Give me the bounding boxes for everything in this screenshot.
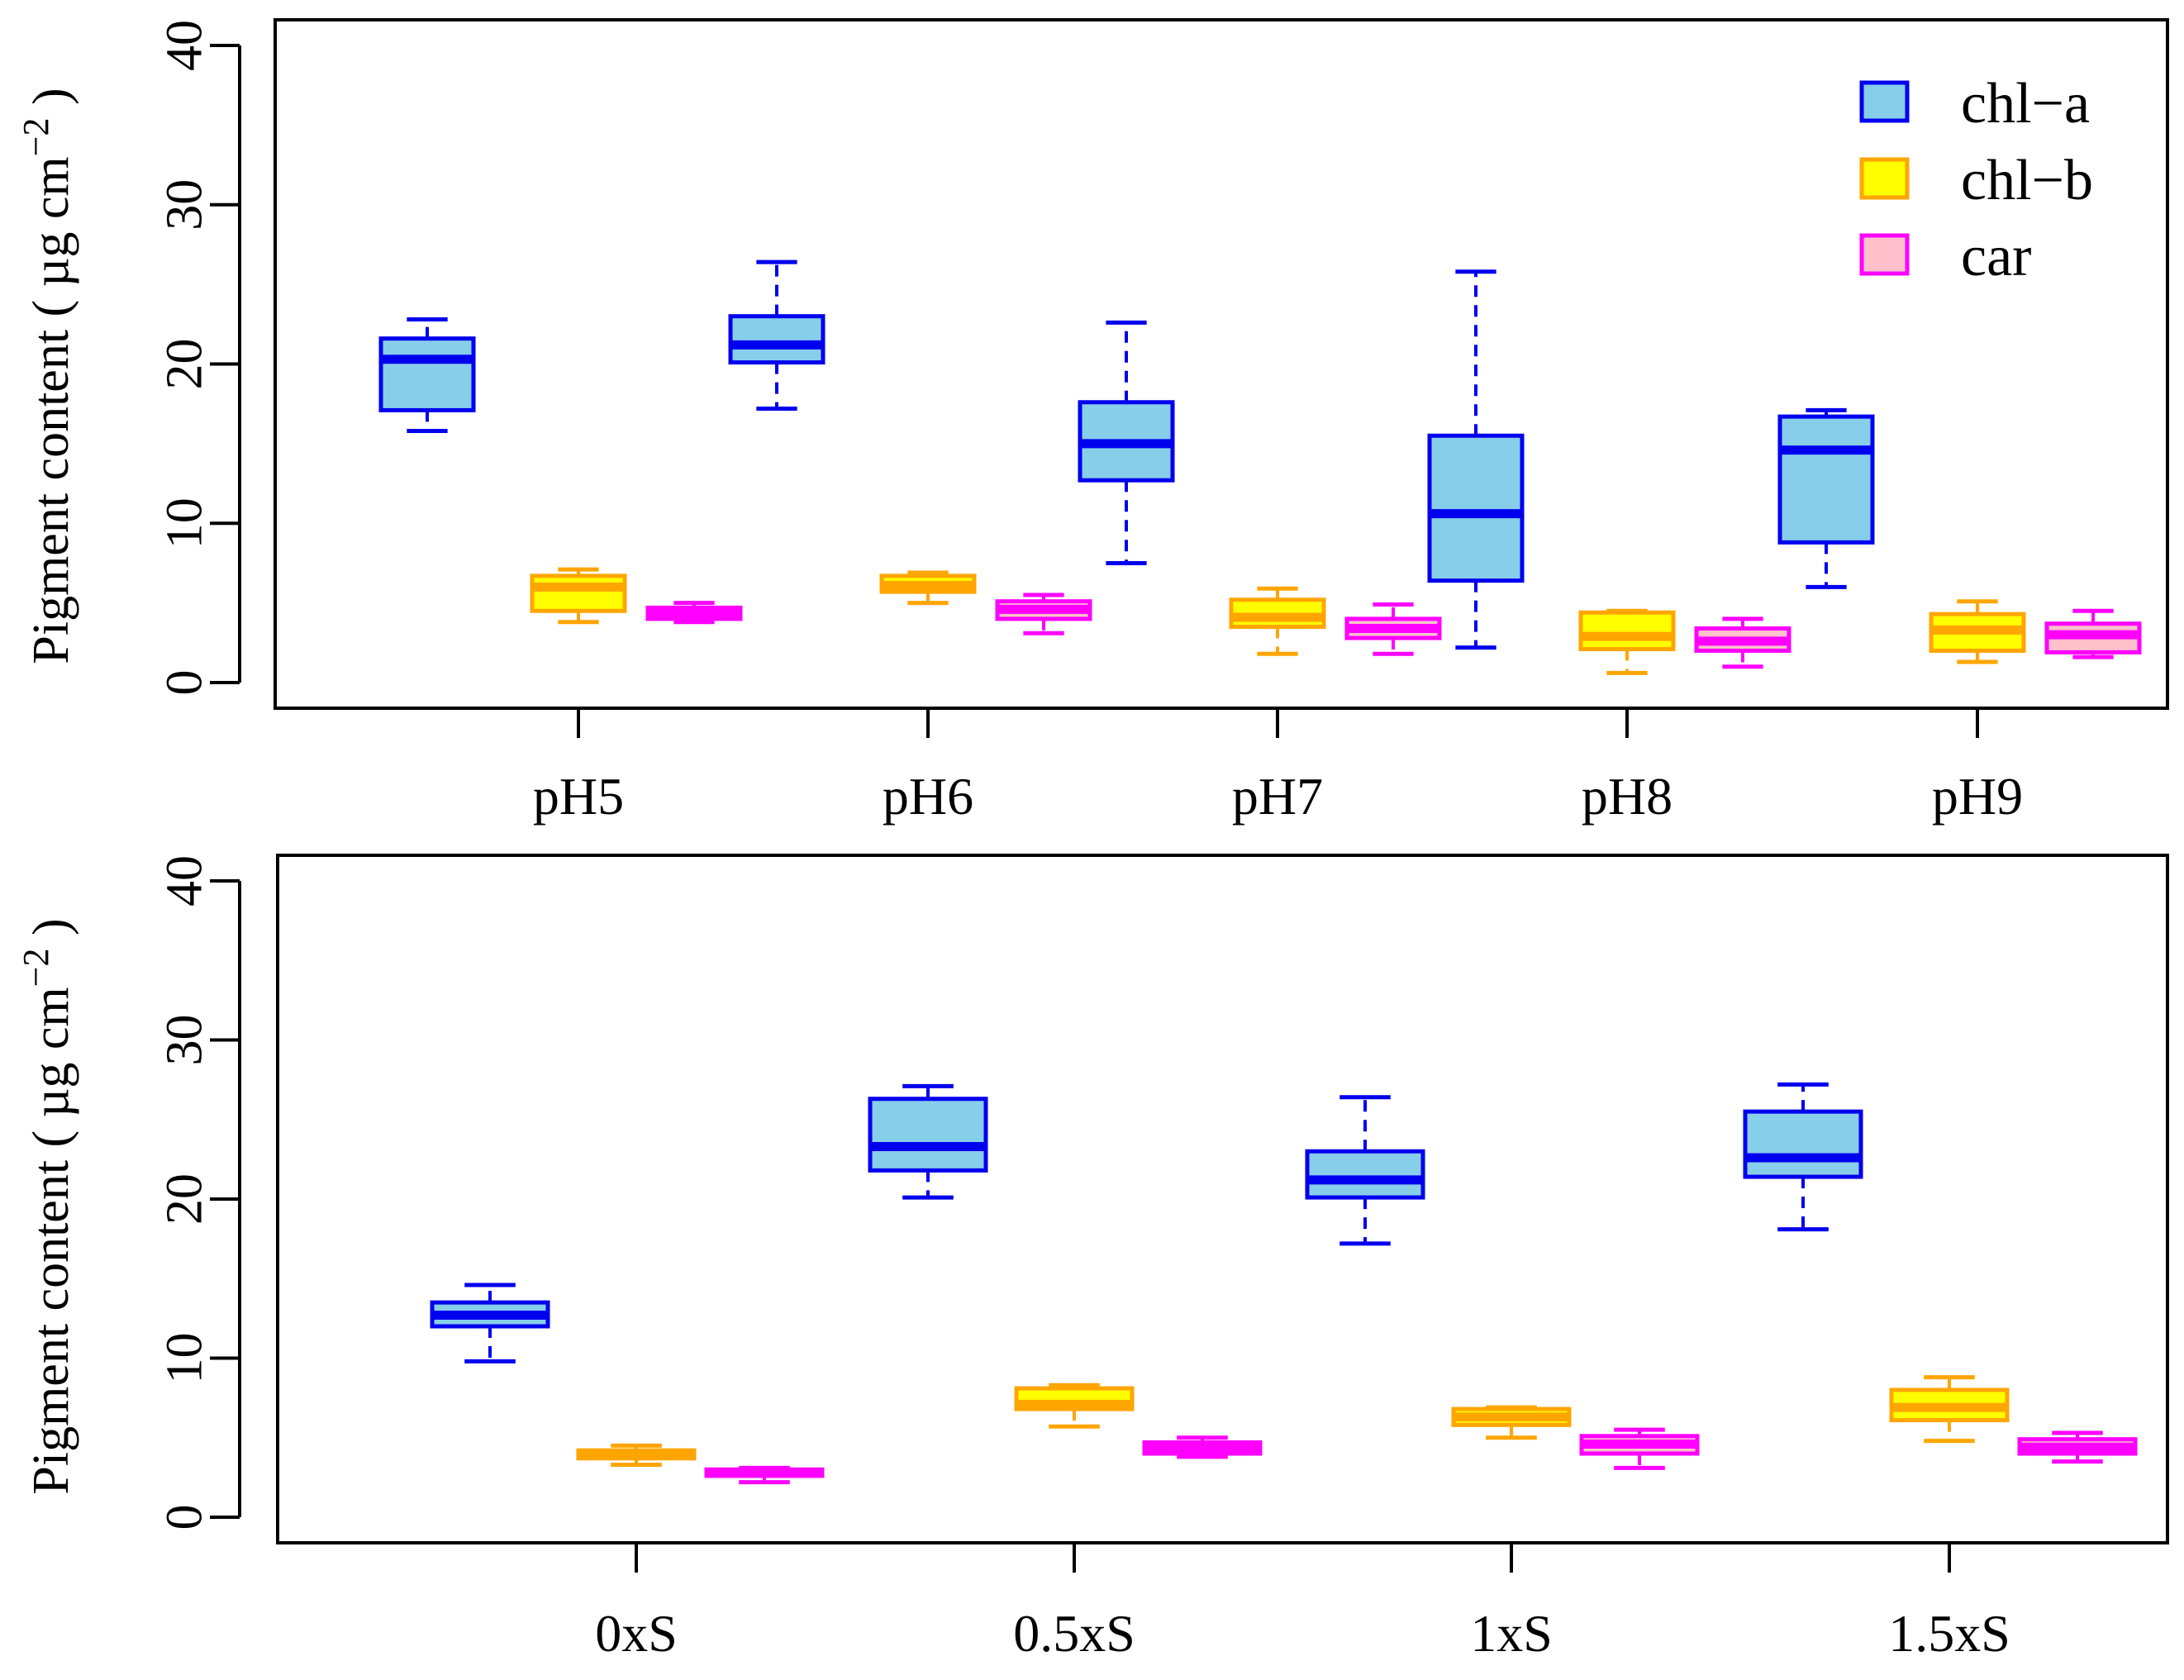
y-tick-label: 40 bbox=[157, 855, 213, 907]
box-car bbox=[995, 593, 1092, 635]
box-series bbox=[430, 1082, 2138, 1485]
legend-swatch-chl-b bbox=[1859, 157, 1910, 200]
y-axis-label-superscript: −2 bbox=[16, 949, 56, 988]
iqr-box bbox=[1743, 1109, 1863, 1179]
x-category-label: 0xS bbox=[595, 1604, 678, 1663]
box-chl-b bbox=[1929, 599, 2026, 664]
y-tick-label: 10 bbox=[157, 1333, 213, 1384]
box-chl-a bbox=[868, 1083, 988, 1200]
box-chl-b bbox=[1229, 586, 1326, 656]
box-car bbox=[1344, 602, 1442, 656]
box-car bbox=[645, 601, 743, 625]
box-chl-b bbox=[576, 1443, 697, 1467]
x-category-label: pH5 bbox=[533, 767, 624, 826]
box-car bbox=[1694, 616, 1791, 669]
legend-label-chl-a: chl−a bbox=[1961, 72, 2090, 136]
box-chl-b bbox=[530, 567, 627, 625]
iqr-box bbox=[1427, 433, 1525, 583]
y-tick-label: 0 bbox=[157, 670, 213, 696]
s-boxplot-panel: 0 10 20 30 40 0xS 0.5xS 1xS 1.5xS Pigment conte… bbox=[16, 854, 2169, 1663]
x-category-label: 1xS bbox=[1470, 1604, 1553, 1663]
box-chl-a bbox=[378, 317, 476, 433]
box-chl-b bbox=[1451, 1405, 1572, 1440]
x-category-label: 0.5xS bbox=[1013, 1604, 1135, 1663]
y-axis: 0 10 20 30 40 bbox=[157, 20, 241, 696]
box-chl-a bbox=[1427, 269, 1525, 650]
x-category-label: 1.5xS bbox=[1888, 1604, 2010, 1663]
x-category-label: pH9 bbox=[1932, 767, 2023, 826]
legend: chl−a chl−b car bbox=[1859, 72, 2093, 288]
y-axis-label: Pigment content ( µg cm−2 ) bbox=[16, 88, 79, 664]
y-tick-label: 20 bbox=[157, 339, 213, 390]
box-car bbox=[1579, 1427, 1700, 1470]
x-axis: 0xS 0.5xS 1xS 1.5xS bbox=[595, 1541, 2010, 1663]
y-tick-label: 30 bbox=[157, 179, 213, 231]
iqr-box bbox=[378, 336, 476, 412]
box-chl-a bbox=[1078, 320, 1175, 565]
box-chl-a bbox=[430, 1283, 550, 1364]
legend-label-car: car bbox=[1961, 225, 2031, 288]
box-chl-b bbox=[1889, 1375, 2010, 1444]
box-car bbox=[1142, 1435, 1263, 1459]
iqr-box bbox=[1305, 1149, 1425, 1200]
legend-swatch-car bbox=[1859, 233, 1910, 276]
iqr-box bbox=[1578, 610, 1676, 652]
y-tick-label: 10 bbox=[157, 497, 213, 549]
x-category-label: pH7 bbox=[1232, 767, 1323, 826]
legend-label-chl-b: chl−b bbox=[1961, 149, 2093, 212]
iqr-box bbox=[728, 314, 826, 365]
box-car bbox=[2017, 1430, 2138, 1464]
ph-boxplot-panel: 0 10 20 30 40 pH5 pH6 pH7 pH8 pH9 Pigment conten… bbox=[16, 18, 2169, 826]
y-axis-label: Pigment content ( µg cm−2 ) bbox=[16, 918, 79, 1494]
box-chl-a bbox=[728, 259, 826, 411]
box-chl-a bbox=[1777, 407, 1875, 589]
box-car bbox=[704, 1465, 825, 1485]
box-chl-a bbox=[1305, 1095, 1425, 1246]
iqr-box bbox=[1777, 414, 1875, 545]
iqr-box bbox=[530, 573, 627, 613]
y-tick-label: 0 bbox=[157, 1505, 213, 1530]
box-chl-b bbox=[879, 570, 977, 606]
box-car bbox=[2044, 608, 2142, 659]
x-axis: pH5 pH6 pH7 pH8 pH9 bbox=[533, 707, 2023, 826]
y-tick-label: 40 bbox=[157, 20, 213, 71]
box-chl-b bbox=[1578, 608, 1676, 675]
iqr-box bbox=[868, 1097, 988, 1173]
y-tick-label: 30 bbox=[157, 1015, 213, 1066]
x-category-label: pH8 bbox=[1582, 767, 1672, 826]
box-series bbox=[378, 259, 2142, 675]
box-chl-a bbox=[1743, 1082, 1863, 1232]
x-category-label: pH6 bbox=[883, 767, 973, 826]
box-chl-b bbox=[1014, 1383, 1135, 1429]
y-axis-label-superscript: −2 bbox=[16, 118, 56, 157]
legend-swatch-chl-a bbox=[1859, 80, 1910, 123]
y-tick-label: 20 bbox=[157, 1173, 213, 1225]
y-axis: 0 10 20 30 40 bbox=[157, 855, 241, 1530]
